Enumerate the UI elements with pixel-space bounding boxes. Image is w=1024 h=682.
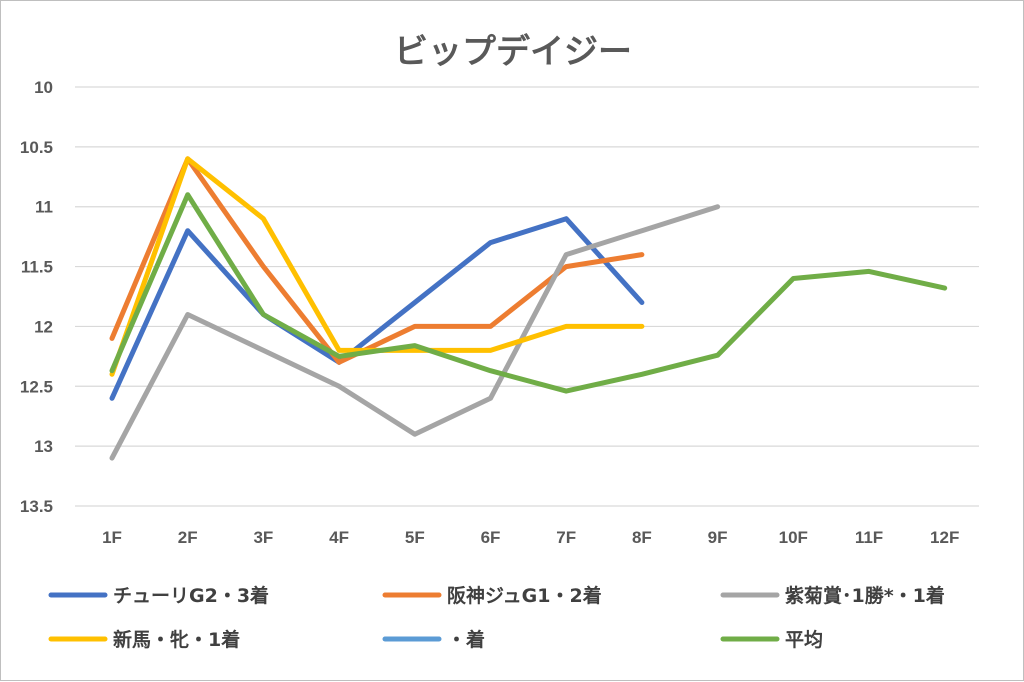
x-tick-label: 11F — [855, 528, 883, 547]
y-tick-label: 10.5 — [20, 138, 53, 157]
x-tick-label: 1F — [102, 528, 122, 547]
y-tick-label: 12.5 — [20, 377, 53, 396]
y-tick-label: 13.5 — [20, 497, 53, 516]
x-tick-label: 7F — [556, 528, 576, 547]
x-tick-label: 6F — [481, 528, 501, 547]
chart-title: ビップデイジー — [394, 32, 632, 72]
x-tick-label: 2F — [178, 528, 198, 547]
y-axis-tick-labels: 10 10.5 11 11.5 12 12.5 13 13.5 — [20, 78, 53, 516]
series-line-5 — [109, 192, 948, 394]
legend-label-0: チューリG2・3着 — [113, 584, 269, 607]
legend-label-2: 紫菊賞･1勝*・1着 — [785, 584, 945, 607]
y-tick-label: 10 — [34, 78, 53, 97]
x-tick-label: 5F — [405, 528, 425, 547]
legend-label-3: 新馬・牝・1着 — [113, 628, 240, 651]
y-tick-label: 11.5 — [21, 258, 53, 277]
legend-label-1: 阪神ジュG1・2着 — [447, 584, 602, 607]
series-lines — [109, 156, 948, 461]
series-line-0 — [109, 216, 645, 401]
legend-label-4: ・着 — [447, 628, 485, 651]
y-tick-label: 13 — [34, 437, 53, 456]
y-tick-label: 11 — [35, 198, 53, 217]
x-tick-label: 8F — [632, 528, 652, 547]
x-tick-label: 3F — [253, 528, 273, 547]
x-tick-label: 9F — [708, 528, 728, 547]
legend-label-5: 平均 — [785, 628, 823, 651]
x-tick-label: 10F — [779, 528, 808, 547]
y-tick-label: 12 — [34, 317, 53, 336]
x-tick-label: 4F — [329, 528, 349, 547]
x-axis-tick-labels: 1F 2F 3F 4F 5F 6F 7F 8F 9F 10F 11F 12F — [102, 528, 959, 547]
x-tick-label: 12F — [930, 528, 959, 547]
series-line-2 — [109, 204, 721, 461]
